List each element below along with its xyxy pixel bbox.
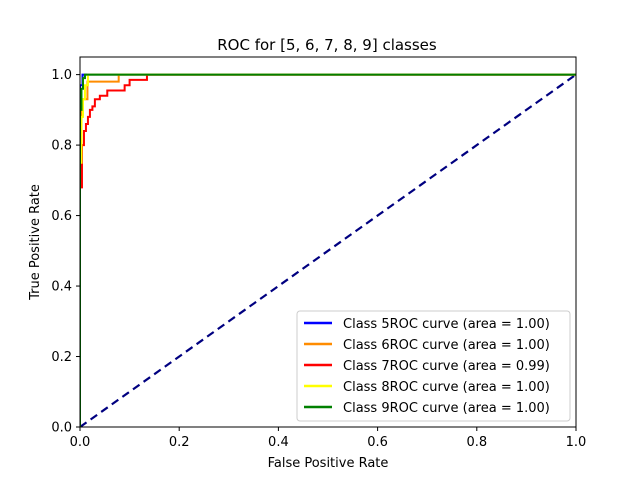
diagonal-reference-line <box>80 73 576 427</box>
y-tick-label: 0.4 <box>51 280 72 295</box>
legend-label-class-6: Class 6ROC curve (area = 1.00) <box>343 338 550 353</box>
x-axis-ticks: 0.0 0.2 0.4 0.6 0.8 1.0 <box>70 427 587 450</box>
x-tick-label: 1.0 <box>566 435 587 450</box>
legend-label-class-8: Class 8ROC curve (area = 1.00) <box>343 380 550 395</box>
x-tick-label: 0.8 <box>466 435 487 450</box>
x-tick-label: 0.2 <box>169 435 190 450</box>
legend-box <box>296 310 571 422</box>
series-line-class-7 <box>80 73 576 427</box>
y-tick-label: 0.8 <box>51 139 72 154</box>
y-axis-ticks: 0.0 0.2 0.4 0.6 0.8 1.0 <box>51 68 80 436</box>
y-tick-label: 1.0 <box>51 68 72 83</box>
x-tick-label: 0.4 <box>268 435 289 450</box>
x-tick-label: 0.0 <box>70 435 91 450</box>
y-axis-label: True Positive Rate <box>28 184 43 301</box>
x-tick-label: 0.6 <box>367 435 388 450</box>
legend: Class 5ROC curve (area = 1.00) Class 6ROC… <box>296 310 571 422</box>
legend-label-class-5: Class 5ROC curve (area = 1.00) <box>343 317 550 332</box>
chart-title: ROC for [5, 6, 7, 8, 9] classes <box>217 36 437 54</box>
y-tick-label: 0.0 <box>51 421 72 436</box>
plot-frame <box>79 56 577 428</box>
y-tick-label: 0.2 <box>51 350 72 365</box>
legend-label-class-7: Class 7ROC curve (area = 0.99) <box>343 359 550 374</box>
y-tick-label: 0.6 <box>51 209 72 224</box>
x-axis-label: False Positive Rate <box>268 456 389 471</box>
legend-label-class-9: Class 9ROC curve (area = 1.00) <box>343 401 550 416</box>
